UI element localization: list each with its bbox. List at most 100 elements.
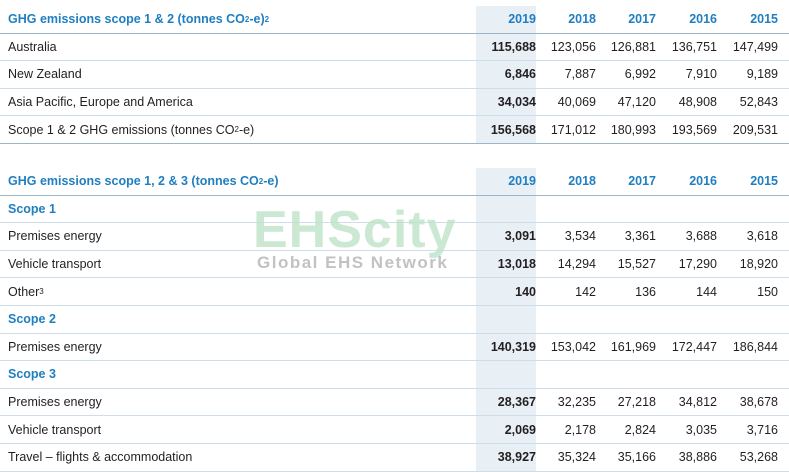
row-label: Scope 1 & 2 GHG emissions (tonnes CO 2 -e)	[8, 116, 254, 143]
table-row: Other 3 140 142 136 144 150	[0, 278, 789, 306]
cell-value: 32,235	[557, 395, 596, 410]
cell-value: 123,056	[550, 39, 596, 54]
empty-cell	[536, 196, 596, 223]
cell-value: 53,268	[739, 450, 778, 465]
cell-value: 2,178	[564, 422, 596, 437]
cell-value: 115,688	[476, 33, 536, 61]
table-row: Travel – flights & accommodation 38,927 35…	[0, 443, 789, 472]
cell-value: 144	[696, 284, 717, 299]
cell-value: 3,035	[685, 422, 717, 437]
cell-value: 209,531	[732, 122, 778, 137]
title-text: GHG emissions scope 1, 2 & 3 (tonnes CO	[8, 174, 259, 189]
cell-value: 6,846	[476, 61, 536, 88]
table-row: Australia 115,688 123,056 126,881 136,751 147…	[0, 33, 789, 62]
cell-value: 3,618	[746, 229, 778, 244]
year-header: 2019	[476, 168, 536, 195]
table-total-row: Scope 1 & 2 GHG emissions (tonnes CO 2 -e)…	[0, 116, 789, 144]
title-subscript: 2	[244, 14, 250, 24]
cell-value: 193,569	[671, 122, 717, 137]
table-row: Asia Pacific, Europe and America 34,034 40…	[0, 88, 789, 117]
section-label: Scope 2	[8, 312, 56, 327]
cell-value: 172,447	[671, 339, 717, 354]
empty-cell	[718, 361, 778, 388]
year-header: 2015	[750, 12, 778, 27]
cell-value: 156,568	[476, 116, 536, 143]
empty-cell	[476, 361, 536, 388]
cell-value: 35,166	[617, 450, 656, 465]
cell-value: 126,881	[610, 39, 656, 54]
empty-cell	[596, 361, 656, 388]
row-label: Australia	[8, 39, 57, 54]
cell-value: 136,751	[671, 39, 717, 54]
empty-cell	[657, 306, 717, 333]
row-label: Premises energy	[8, 395, 102, 410]
cell-value: 38,678	[739, 395, 778, 410]
cell-value: 180,993	[610, 122, 656, 137]
scope-1-2-3-table: GHG emissions scope 1, 2 & 3 (tonnes CO 2…	[0, 168, 789, 472]
year-header: 2019	[476, 6, 536, 33]
cell-value: 28,367	[476, 388, 536, 416]
empty-cell	[718, 306, 778, 333]
cell-value: 3,361	[624, 229, 656, 244]
section-header-row: Scope 1	[0, 195, 789, 224]
title-suffix: -e)	[249, 12, 265, 27]
cell-value: 171,012	[550, 122, 596, 137]
empty-cell	[596, 306, 656, 333]
cell-value: 142	[575, 284, 596, 299]
row-label: Vehicle transport	[8, 422, 102, 437]
cell-value: 140,319	[476, 333, 536, 361]
row-label: Vehicle transport	[8, 257, 102, 272]
cell-value: 2,069	[476, 416, 536, 443]
empty-cell	[536, 306, 596, 333]
cell-value: 136	[635, 284, 656, 299]
row-label: Premises energy	[8, 339, 102, 354]
total-label-suffix: -e)	[238, 122, 255, 137]
cell-value: 3,091	[476, 223, 536, 250]
section-label: Scope 1	[8, 201, 56, 216]
footnote-ref: 3	[39, 287, 44, 297]
table-header-row: GHG emissions scope 1, 2 & 3 (tonnes CO 2…	[0, 168, 789, 196]
section-label: Scope 3	[8, 367, 56, 382]
title-subscript: 2	[258, 176, 264, 186]
empty-cell	[718, 196, 778, 223]
year-header: 2018	[568, 12, 596, 27]
footnote-ref: 2	[264, 14, 270, 24]
cell-value: 3,716	[746, 422, 778, 437]
section-header-row: Scope 3	[0, 361, 789, 389]
cell-value: 3,688	[685, 229, 717, 244]
cell-value: 153,042	[550, 339, 596, 354]
cell-value: 13,018	[476, 250, 536, 278]
table-row: Premises energy 140,319 153,042 161,969 172,…	[0, 333, 789, 362]
cell-value: 18,920	[739, 257, 778, 272]
cell-value: 52,843	[739, 95, 778, 110]
empty-cell	[657, 361, 717, 388]
table-row: Vehicle transport 13,018 14,294 15,527 17,29…	[0, 250, 789, 279]
cell-value: 15,527	[617, 257, 656, 272]
cell-value: 140	[476, 278, 536, 305]
cell-value: 48,908	[678, 95, 717, 110]
row-label: Asia Pacific, Europe and America	[8, 95, 193, 110]
scope-1-2-table: GHG emissions scope 1 & 2 (tonnes CO 2 -e)…	[0, 6, 789, 144]
cell-value: 7,887	[564, 67, 596, 82]
cell-value: 161,969	[610, 339, 656, 354]
table-title: GHG emissions scope 1, 2 & 3 (tonnes CO 2…	[8, 168, 279, 195]
table-row: Premises energy 28,367 32,235 27,218 34,812 3…	[0, 388, 789, 417]
cell-value: 35,324	[557, 450, 596, 465]
year-header: 2018	[568, 174, 596, 189]
cell-value: 9,189	[746, 67, 778, 82]
year-header: 2017	[628, 12, 656, 27]
empty-cell	[536, 361, 596, 388]
cell-value: 7,910	[685, 67, 717, 82]
cell-value: 34,812	[678, 395, 717, 410]
empty-cell	[596, 196, 656, 223]
total-label-subscript: 2	[234, 125, 239, 135]
table-title: GHG emissions scope 1 & 2 (tonnes CO 2 -e)…	[8, 6, 269, 33]
cell-value: 3,534	[564, 229, 596, 244]
cell-value: 17,290	[678, 257, 717, 272]
row-label: New Zealand	[8, 67, 82, 82]
row-label: Travel – flights & accommodation	[8, 450, 193, 465]
total-label-text: Scope 1 & 2 GHG emissions (tonnes CO	[8, 122, 235, 137]
table-row: New Zealand 6,846 7,887 6,992 7,910 9,189	[0, 61, 789, 89]
cell-value: 2,824	[624, 422, 656, 437]
empty-cell	[476, 195, 536, 223]
